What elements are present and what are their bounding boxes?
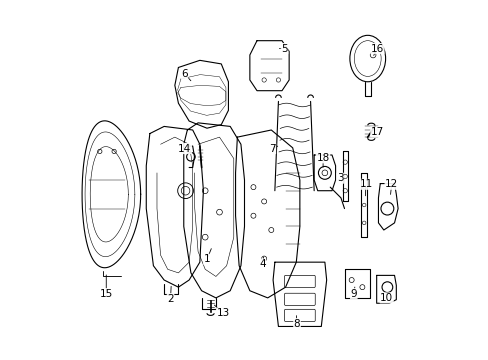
Text: 16: 16: [370, 44, 383, 54]
Text: 6: 6: [181, 68, 187, 78]
Text: 2: 2: [167, 294, 174, 303]
Text: 11: 11: [359, 179, 372, 189]
Text: 13: 13: [216, 308, 229, 318]
Text: 18: 18: [316, 153, 329, 163]
Text: 4: 4: [259, 259, 265, 269]
Text: 9: 9: [350, 289, 356, 298]
Text: 10: 10: [379, 293, 392, 303]
Text: 12: 12: [384, 179, 398, 189]
Text: 17: 17: [370, 127, 383, 137]
Text: 14: 14: [178, 144, 191, 154]
Text: 7: 7: [268, 144, 275, 154]
Text: 3: 3: [336, 173, 343, 183]
Text: 1: 1: [203, 254, 210, 264]
Text: 15: 15: [100, 289, 113, 298]
Text: 5: 5: [281, 44, 287, 54]
Text: 8: 8: [293, 319, 300, 329]
